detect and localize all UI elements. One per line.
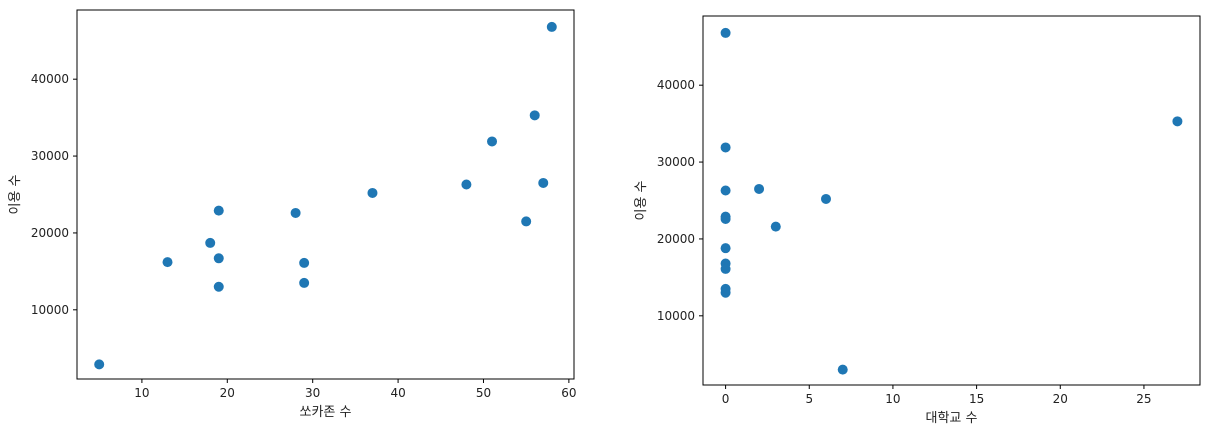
chart2-y-tick-label: 10000 — [657, 309, 695, 323]
chart2-y-tick-label: 40000 — [657, 78, 695, 92]
chart2-data-point — [820, 193, 831, 204]
chart1-x-tick-label: 40 — [390, 386, 405, 400]
chart2-data-point — [720, 27, 731, 38]
chart2-y-tick-label: 20000 — [657, 232, 695, 246]
chart2-data-point — [1172, 116, 1183, 127]
chart2-data-point — [720, 185, 731, 196]
chart1-y-tick-label: 10000 — [31, 303, 69, 317]
chart2-data-point — [720, 142, 731, 153]
chart2-x-tick-label: 5 — [805, 392, 813, 406]
chart1-data-point — [546, 21, 557, 32]
chart2-x-axis-label: 대학교 수 — [926, 411, 978, 426]
chart2-x-tick-label: 20 — [1053, 392, 1068, 406]
chart2-y-axis-label: 이용 수 — [634, 180, 649, 220]
chart1-data-point — [521, 216, 532, 227]
chart2-y-tick-label: 30000 — [657, 155, 695, 169]
chart2-x-tick-label: 0 — [722, 392, 730, 406]
chart1-x-tick-label: 20 — [220, 386, 235, 400]
chart1-data-point — [367, 187, 378, 198]
chart2-data-point — [770, 221, 781, 232]
chart1-data-point — [538, 177, 549, 188]
chart1-x-tick-label: 30 — [305, 386, 320, 400]
chart1-data-point — [299, 257, 310, 268]
chart1-data-point — [213, 205, 224, 216]
chart1-y-tick-label: 40000 — [31, 72, 69, 86]
chart2-x-tick-label: 10 — [885, 392, 900, 406]
chart2-data-point — [720, 243, 731, 254]
chart1-y-tick-label: 30000 — [31, 149, 69, 163]
chart1-data-point — [213, 281, 224, 292]
chart1-data-point — [162, 257, 173, 268]
chart1-data-point — [487, 136, 498, 147]
chart2-x-tick-label: 15 — [969, 392, 984, 406]
chart1-plot-frame — [76, 9, 575, 380]
chart2-data-point — [754, 183, 765, 194]
chart1-plot: 10 20 30 40 50 60 10000 20000 30000 40000 쏘카존 수 이용 … — [8, 9, 577, 420]
chart1-data-point — [299, 277, 310, 288]
chart2-plot: 0 5 10 15 20 25 10000 20000 30000 40000 대학교 수 이용 수 — [634, 15, 1201, 426]
chart2-x-tick-label: 25 — [1136, 392, 1151, 406]
chart1-data-point — [529, 110, 540, 121]
chart1-x-tick-label: 60 — [561, 386, 576, 400]
chart1-data-point — [213, 253, 224, 264]
chart1-y-tick-label: 20000 — [31, 226, 69, 240]
chart1-x-axis-label: 쏘카존 수 — [300, 405, 352, 420]
chart2-data-point — [720, 287, 731, 298]
chart2-data-point — [720, 213, 731, 224]
chart2-data-point — [837, 364, 848, 375]
chart1-data-point — [205, 237, 216, 248]
chart1-data-point — [94, 359, 105, 370]
chart1-data-point — [461, 179, 472, 190]
chart1-y-axis-label: 이용 수 — [8, 174, 23, 214]
chart1-x-tick-label: 50 — [476, 386, 491, 400]
chart2-data-point — [720, 263, 731, 274]
chart1-x-tick-label: 10 — [134, 386, 149, 400]
chart1-data-point — [290, 207, 301, 218]
chart2-plot-frame — [702, 15, 1201, 386]
